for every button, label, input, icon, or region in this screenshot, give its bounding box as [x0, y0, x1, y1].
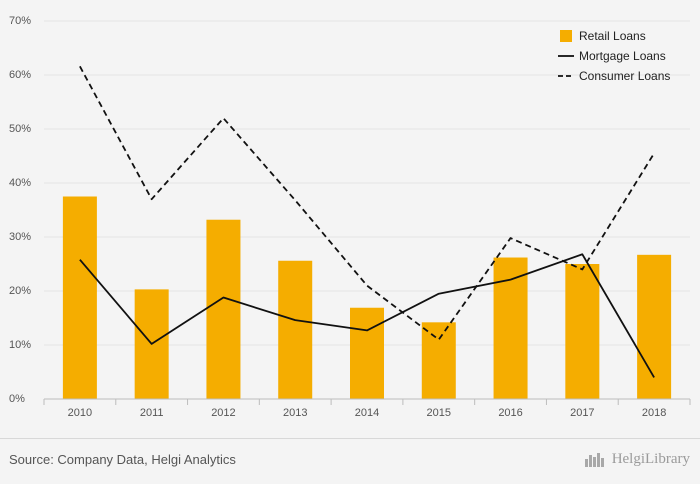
y-tick-label: 70% [9, 15, 31, 27]
bar-series [62, 196, 672, 399]
source-note: Source: Company Data, Helgi Analytics [9, 452, 236, 467]
legend-label: Consumer Loans [579, 69, 670, 83]
legend-item: Mortgage Loans [558, 49, 666, 63]
legend: Retail Loans Mortgage Loans Consumer Loans [558, 29, 670, 83]
footer: Source: Company Data, Helgi Analytics He… [0, 438, 700, 484]
y-tick-label: 0% [9, 393, 25, 405]
x-tick-label: 2012 [211, 407, 235, 419]
x-axis: 2010 2011 2012 2013 2014 2015 2016 2017 2018 [43, 398, 691, 419]
legend-item: Consumer Loans [558, 69, 670, 83]
x-tick-label: 2011 [140, 407, 164, 419]
bar [421, 322, 456, 399]
x-tick-label: 2013 [283, 407, 307, 419]
y-tick-label: 20% [9, 285, 31, 297]
bar [565, 264, 600, 399]
legend-swatch [560, 30, 572, 42]
x-tick-label: 2014 [355, 407, 379, 419]
y-tick-label: 10% [9, 339, 31, 351]
helgi-logo-icon [584, 453, 604, 467]
legend-label: Mortgage Loans [579, 49, 666, 63]
x-tick-label: 2017 [570, 407, 594, 419]
x-tick-label: 2010 [68, 407, 92, 419]
bar [350, 307, 384, 399]
y-tick-label: 30% [9, 231, 31, 243]
mortgage-loans-line [79, 253, 655, 378]
brand-name: HelgiLibrary [611, 450, 690, 467]
x-tick-label: 2018 [642, 407, 666, 419]
bar [278, 260, 313, 399]
brand-logo: HelgiLibrary [584, 450, 690, 468]
bar [637, 254, 672, 399]
chart: 0% 10% 20% 30% 40% 50% 60% 70% 2010 2011 2012 2013… [9, 15, 691, 419]
legend-label: Retail Loans [579, 29, 646, 43]
x-tick-label: 2016 [498, 407, 522, 419]
x-tick-label: 2015 [427, 407, 451, 419]
y-tick-label: 60% [9, 69, 31, 81]
bar [62, 196, 97, 399]
y-axis-ticks: 0% 10% 20% 30% 40% 50% 60% 70% [9, 15, 31, 405]
legend-item: Retail Loans [560, 29, 646, 43]
bar [206, 219, 241, 399]
y-tick-label: 40% [9, 177, 31, 189]
line-series [79, 65, 655, 378]
y-tick-label: 50% [9, 123, 31, 135]
